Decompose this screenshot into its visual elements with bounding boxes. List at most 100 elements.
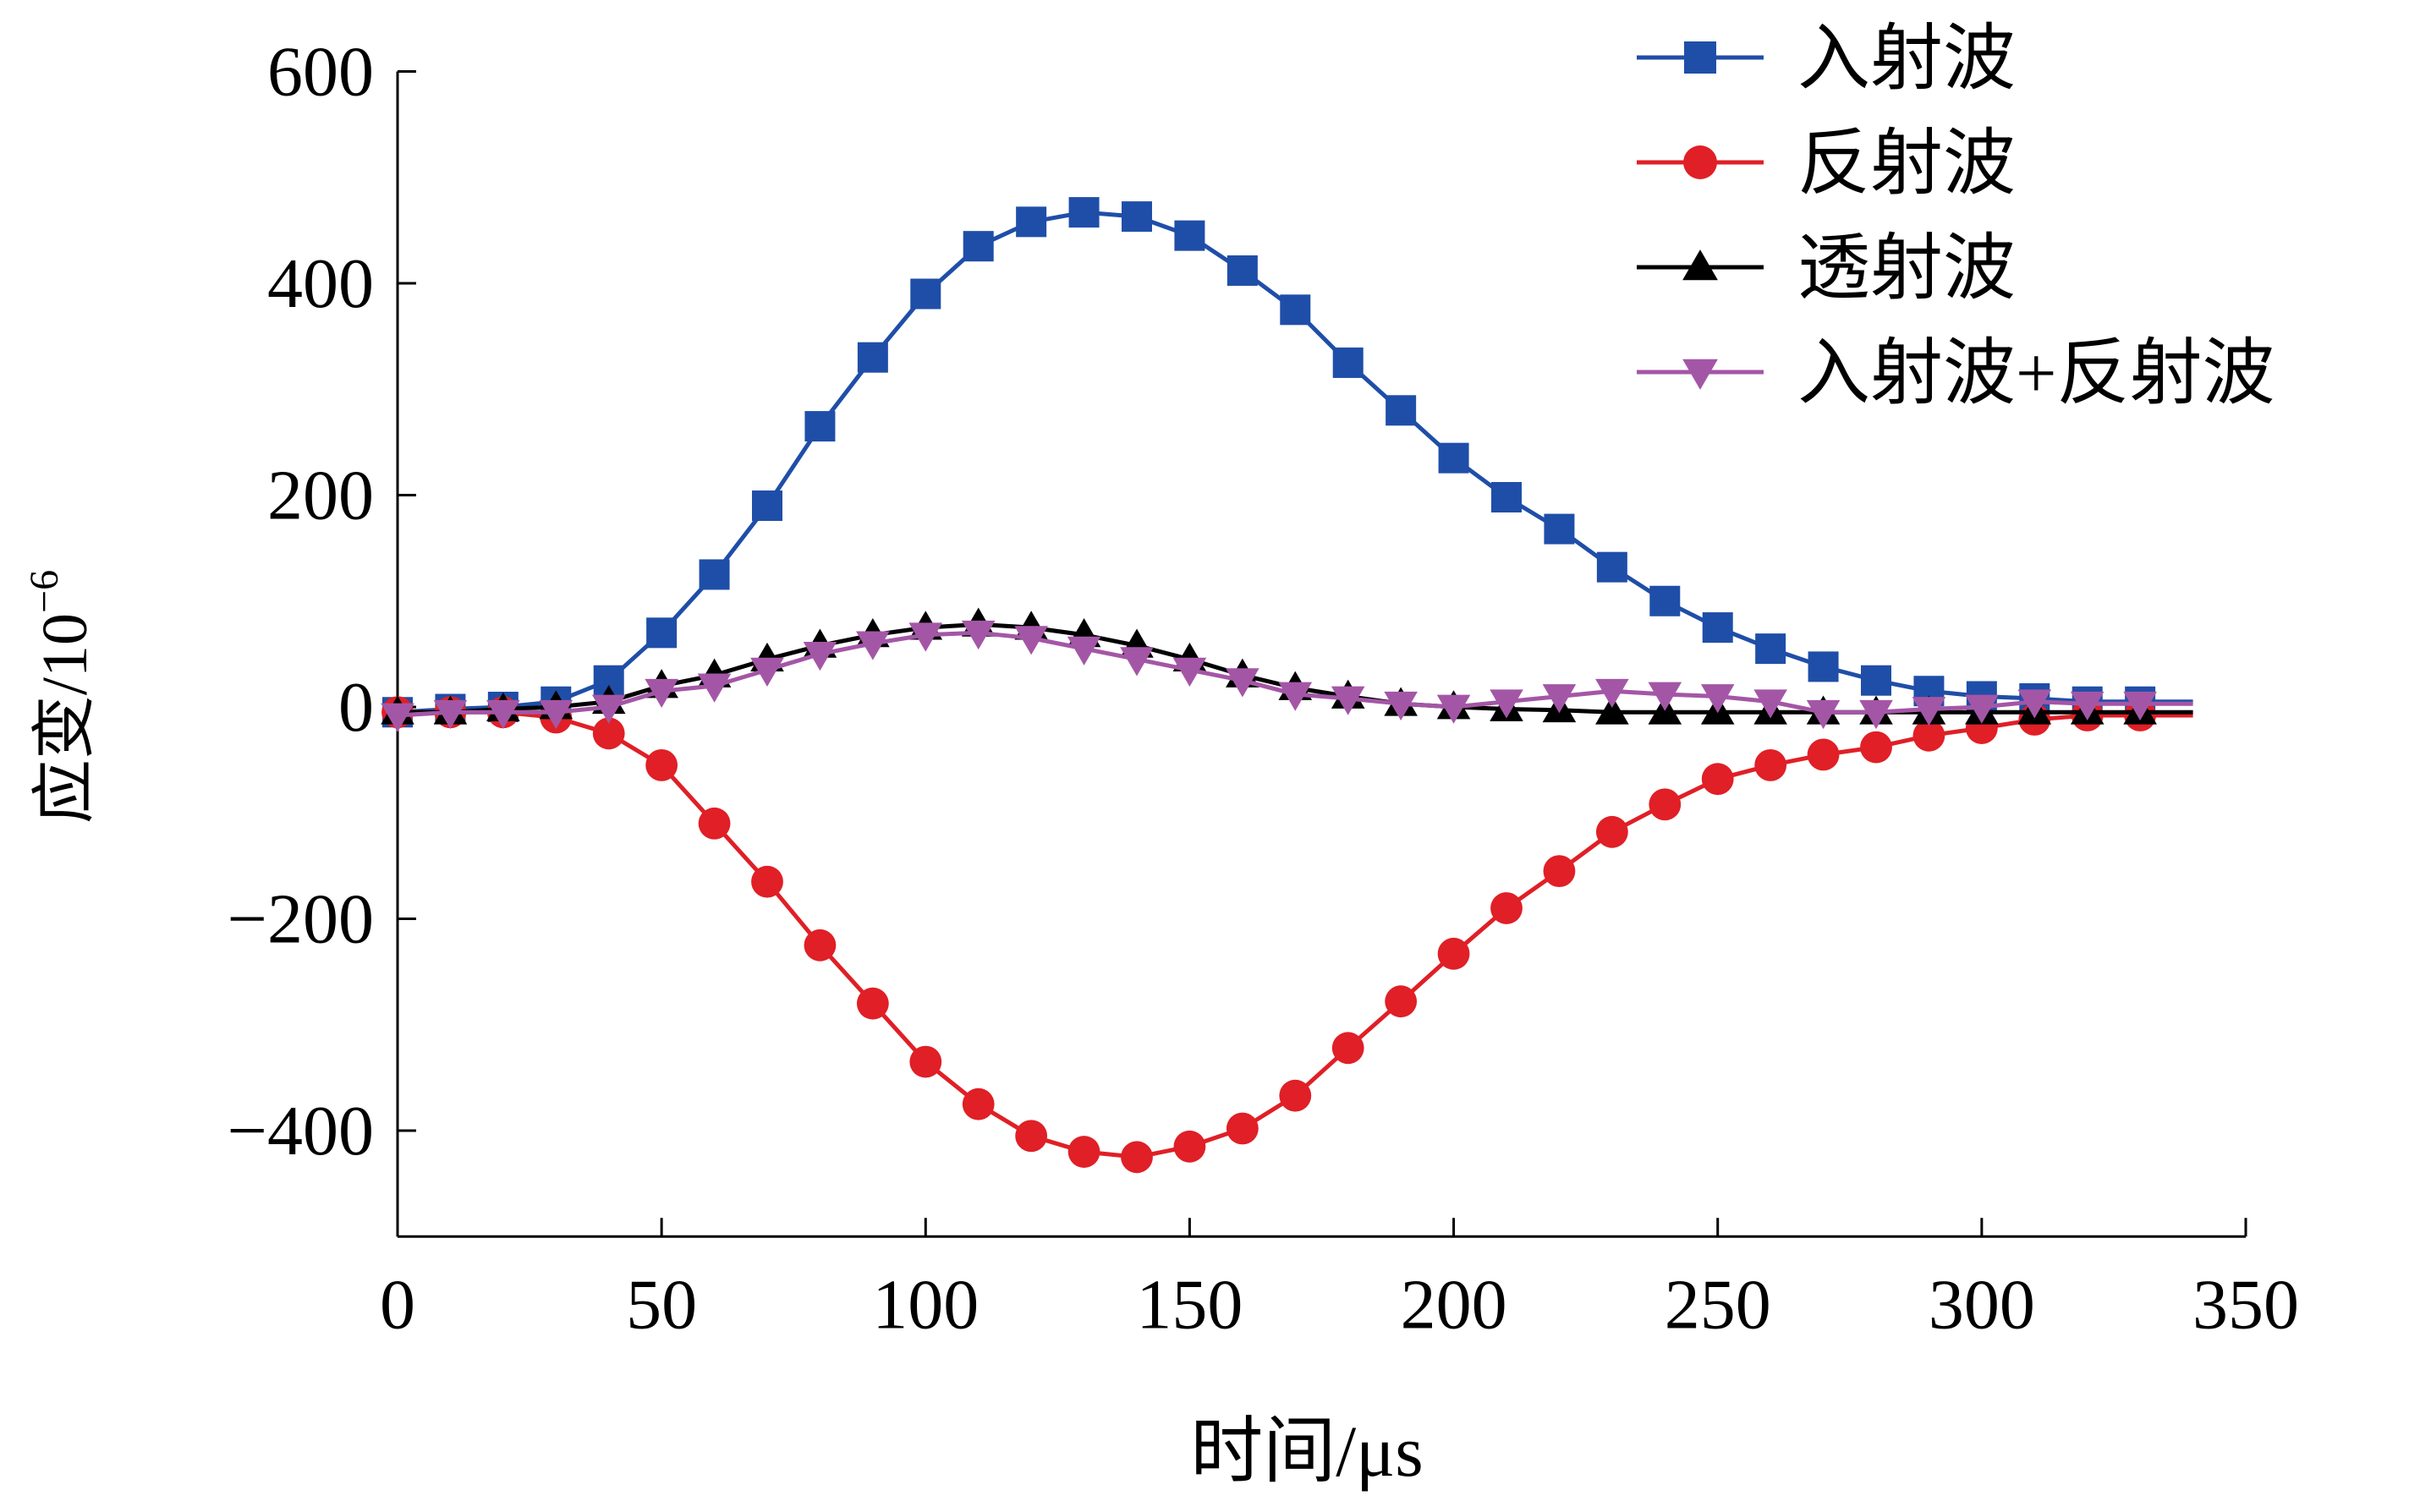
- data-point: [1755, 633, 1786, 665]
- data-point: [963, 231, 994, 262]
- data-point: [1015, 1120, 1048, 1153]
- data-point: [1491, 482, 1522, 513]
- data-point: [697, 673, 732, 703]
- y-axis-title: 应变/10−6: [22, 570, 101, 824]
- data-point: [381, 703, 414, 732]
- x-tick-label: 150: [1136, 1265, 1243, 1344]
- series-4: [381, 620, 2193, 732]
- data-point: [1595, 678, 1629, 709]
- data-point: [1490, 689, 1523, 719]
- data-point: [909, 1045, 942, 1078]
- data-point: [1702, 612, 1733, 644]
- y-tick-label: 200: [267, 457, 374, 535]
- legend-marker: [1683, 145, 1717, 179]
- legend-marker: [1682, 249, 1718, 281]
- data-point: [1912, 697, 1946, 726]
- axes: 600 400 200 0 −200 −400 0 50 100 150 200 250 300 350: [228, 33, 2299, 1345]
- data-point: [1649, 788, 1682, 821]
- legend-item: 入射波: [1637, 18, 2016, 99]
- data-point: [1172, 657, 1207, 687]
- data-point: [698, 807, 731, 840]
- data-point: [1385, 985, 1418, 1018]
- x-axis-title: 时间/μs: [1190, 1411, 1423, 1492]
- data-point: [1120, 647, 1154, 677]
- x-tick-label: 350: [2192, 1265, 2299, 1344]
- data-point: [1753, 689, 1787, 719]
- data-point: [1543, 855, 1576, 888]
- series-layer: [381, 197, 2193, 1174]
- data-point: [962, 1087, 995, 1120]
- legend-label: 透射波: [1797, 227, 2016, 309]
- data-point: [1648, 682, 1682, 711]
- data-point: [751, 865, 783, 898]
- x-tick-label: 0: [380, 1265, 415, 1344]
- data-point: [804, 929, 837, 961]
- x-tick-label: 300: [1929, 1265, 2035, 1344]
- data-point: [1280, 294, 1311, 326]
- data-point: [645, 748, 678, 781]
- legend-marker: [1682, 359, 1718, 390]
- data-point: [1226, 668, 1259, 698]
- data-point: [592, 717, 625, 750]
- data-point: [1861, 665, 1891, 696]
- series-2: [381, 696, 2193, 1174]
- y-tick-label: 400: [267, 244, 374, 323]
- data-point: [1067, 1136, 1100, 1168]
- data-point: [1174, 220, 1205, 251]
- data-point: [1595, 695, 1629, 725]
- data-point: [752, 490, 782, 522]
- data-point: [857, 342, 888, 373]
- data-point: [1173, 1130, 1206, 1163]
- data-point: [1860, 731, 1892, 764]
- x-tick-label: 200: [1401, 1265, 1507, 1344]
- data-point: [646, 617, 678, 649]
- y-axis-label: 应变/10: [30, 613, 101, 824]
- data-point: [908, 622, 943, 652]
- data-point: [1438, 442, 1469, 474]
- data-point: [1859, 699, 1893, 730]
- data-point: [1384, 691, 1418, 721]
- data-point: [803, 641, 837, 671]
- data-point: [2070, 691, 2104, 721]
- data-point: [1806, 699, 1841, 730]
- legend-item: 入射波+反射波: [1637, 332, 2275, 414]
- data-point: [1544, 513, 1575, 545]
- data-point: [1808, 651, 1839, 682]
- data-point: [1490, 892, 1523, 924]
- y-tick-label: 600: [267, 33, 374, 112]
- data-point: [1121, 1141, 1153, 1174]
- data-point: [1332, 347, 1364, 378]
- data-point: [804, 411, 836, 442]
- x-tick-label: 50: [626, 1265, 697, 1344]
- legend-marker: [1684, 41, 1716, 74]
- data-point: [1331, 686, 1365, 715]
- data-point: [1649, 585, 1681, 616]
- legend-label: 反射波: [1797, 123, 2016, 204]
- data-point: [1386, 395, 1417, 426]
- data-point: [539, 699, 573, 730]
- x-tick-label: 100: [872, 1265, 979, 1344]
- series-1: [382, 197, 2193, 728]
- data-point: [961, 620, 996, 650]
- legend-item: 反射波: [1637, 123, 2016, 204]
- data-point: [1226, 255, 1258, 286]
- data-point: [1014, 626, 1048, 655]
- data-point: [1122, 201, 1152, 233]
- y-tick-label: −200: [228, 880, 374, 959]
- y-tick-label: 0: [338, 668, 374, 747]
- y-axis-exponent: −6: [22, 570, 67, 613]
- data-point: [856, 631, 890, 660]
- data-point: [1331, 1032, 1364, 1065]
- data-point: [1068, 197, 1100, 228]
- data-point: [2017, 689, 2052, 719]
- data-point: [1436, 694, 1471, 724]
- data-point: [1279, 1079, 1312, 1112]
- data-point: [1701, 763, 1734, 796]
- legend-label: 入射波: [1797, 18, 2016, 99]
- data-point: [1278, 682, 1313, 711]
- legend-label: 入射波+反射波: [1797, 332, 2275, 414]
- legend-item: 透射波: [1637, 227, 2016, 309]
- data-point: [910, 278, 941, 310]
- data-point: [591, 694, 626, 724]
